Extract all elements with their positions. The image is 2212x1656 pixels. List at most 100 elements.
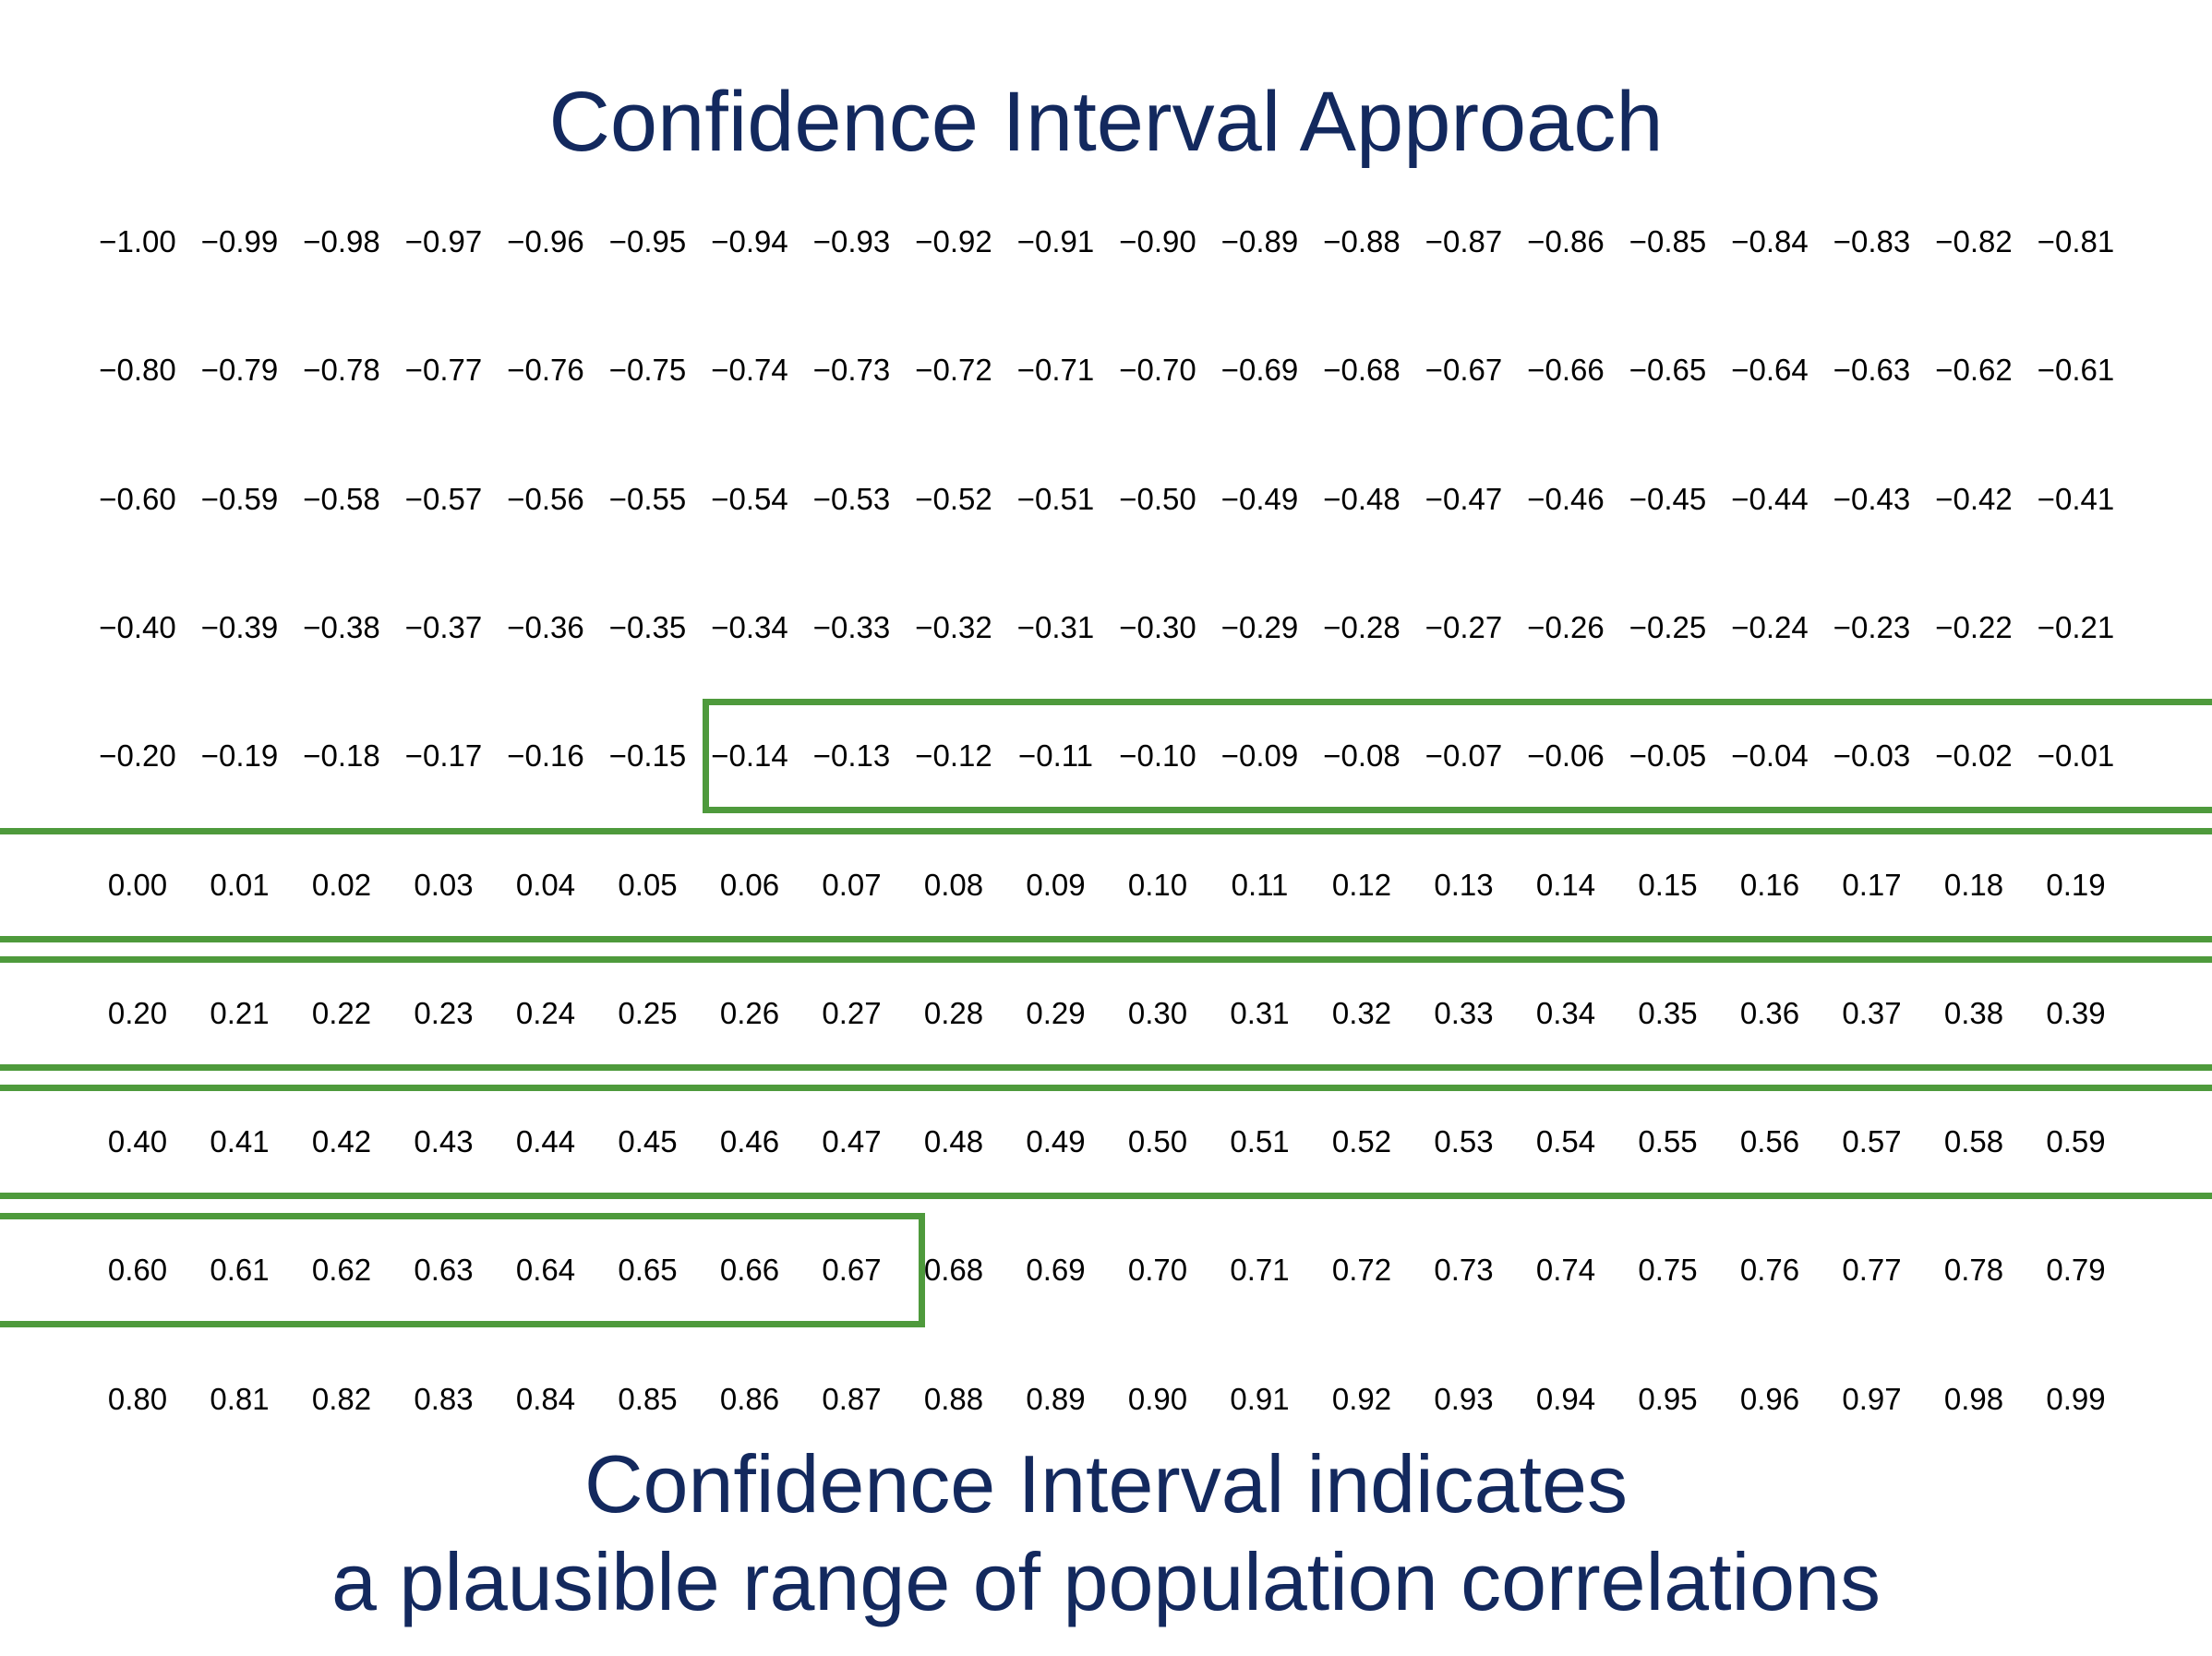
grid-value: 0.66 [719,1253,780,1288]
grid-value: 0.96 [1739,1381,1800,1416]
grid-value: 0.67 [822,1253,882,1288]
grid-value: 0.42 [311,1124,372,1159]
grid-value: −0.66 [1527,353,1605,388]
grid-value: 0.33 [1434,995,1494,1030]
grid-value: −0.27 [1425,609,1503,644]
grid-value: 0.36 [1739,995,1800,1030]
grid-value: −0.76 [507,353,584,388]
grid-value: −0.21 [2037,609,2115,644]
grid-value: 0.93 [1434,1381,1494,1416]
grid-value: 0.45 [618,1124,678,1159]
grid-value: 0.47 [822,1124,882,1159]
grid-value: 0.40 [107,1124,168,1159]
grid-value: 0.83 [414,1381,474,1416]
grid-value: 0.51 [1230,1124,1290,1159]
grid-value: −0.22 [1935,609,2013,644]
grid-value: 0.05 [618,867,678,902]
grid-value: 0.19 [2046,867,2106,902]
grid-value: 0.53 [1434,1124,1494,1159]
grid-value: −0.05 [1629,738,1707,774]
grid-value: −0.81 [2037,224,2115,258]
grid-value: 0.41 [210,1124,270,1159]
grid-value: 0.72 [1331,1253,1392,1288]
grid-value: 0.11 [1231,867,1289,902]
grid-value: 0.29 [1026,995,1086,1030]
grid-value: 0.91 [1230,1381,1290,1416]
grid-value: 0.23 [414,995,474,1030]
grid-value: 0.21 [210,995,270,1030]
grid-value: −0.24 [1731,609,1809,644]
grid-value: 0.58 [1943,1124,2004,1159]
grid-value: −0.60 [99,481,176,516]
grid-value: 0.02 [311,867,372,902]
grid-value: 0.07 [822,867,882,902]
grid-value: 0.35 [1638,995,1698,1030]
caption-line-2: a plausible range of population correlat… [331,1536,1881,1627]
grid-value: −0.41 [2037,481,2115,516]
grid-value: 0.44 [515,1124,576,1159]
grid-value: −0.35 [608,609,687,644]
grid-value: −0.26 [1527,609,1605,644]
grid-value: −0.38 [303,609,380,644]
grid-value: −0.63 [1833,353,1911,388]
grid-value: 0.14 [1535,867,1596,902]
grid-value: 0.27 [822,995,882,1030]
grid-value: 0.26 [719,995,780,1030]
grid-value: 0.24 [515,995,576,1030]
grid-value: −0.47 [1425,481,1503,516]
grid-value: 0.85 [618,1381,678,1416]
grid-value: −0.31 [1016,609,1095,644]
grid-value: −0.19 [200,738,279,774]
grid-value: −0.85 [1629,224,1707,258]
grid-value: 0.49 [1026,1124,1086,1159]
grid-value: 0.88 [923,1381,984,1416]
grid-value: −0.01 [2037,738,2115,774]
grid-value: −0.96 [507,224,584,258]
grid-value: 0.81 [210,1381,270,1416]
grid-value: −0.67 [1425,353,1503,388]
grid-value: −0.49 [1220,481,1299,516]
grid-value: 0.08 [923,867,984,902]
grid-value: −0.82 [1935,224,2013,258]
grid-value: −0.77 [404,353,483,388]
grid-value: 0.25 [618,995,678,1030]
grid-value: 0.20 [107,995,168,1030]
grid-value: 0.86 [719,1381,780,1416]
grid-value: 0.95 [1638,1381,1698,1416]
grid-value: 0.63 [414,1253,474,1288]
grid-value: −0.42 [1935,481,2013,516]
grid-value: −0.83 [1833,224,1911,258]
confidence-interval-outline [702,699,2212,814]
grid-value: −0.16 [507,738,584,774]
grid-value: −0.68 [1323,353,1401,388]
grid-value: −0.29 [1220,609,1299,644]
grid-value: 0.71 [1230,1253,1290,1288]
grid-value: −0.72 [915,353,992,388]
grid-value: 0.97 [1842,1381,1902,1416]
grid-value: 0.75 [1638,1253,1698,1288]
grid-value: −0.90 [1119,224,1196,258]
grid-value: 0.48 [923,1124,984,1159]
grid-value: −0.18 [303,738,380,774]
grid-value: −0.40 [99,609,176,644]
grid-value: 0.62 [311,1253,372,1288]
grid-value: 0.73 [1434,1253,1494,1288]
grid-value: −0.32 [915,609,992,644]
grid-value: −0.48 [1323,481,1401,516]
grid-value: −0.54 [711,481,788,516]
grid-value: −0.09 [1220,738,1299,774]
confidence-interval-outline [0,955,2212,1071]
grid-value: 0.65 [618,1253,678,1288]
grid-value: −0.13 [812,738,891,774]
grid-value: 0.04 [515,867,576,902]
grid-value: −0.44 [1731,481,1809,516]
grid-value: −0.75 [608,353,687,388]
grid-value: 0.61 [210,1253,270,1288]
grid-value: 0.06 [719,867,780,902]
grid-value: −0.43 [1833,481,1911,516]
grid-value: −0.04 [1731,738,1809,774]
grid-value: 0.30 [1127,995,1188,1030]
grid-value: 0.87 [822,1381,882,1416]
grid-value: −0.78 [303,353,380,388]
